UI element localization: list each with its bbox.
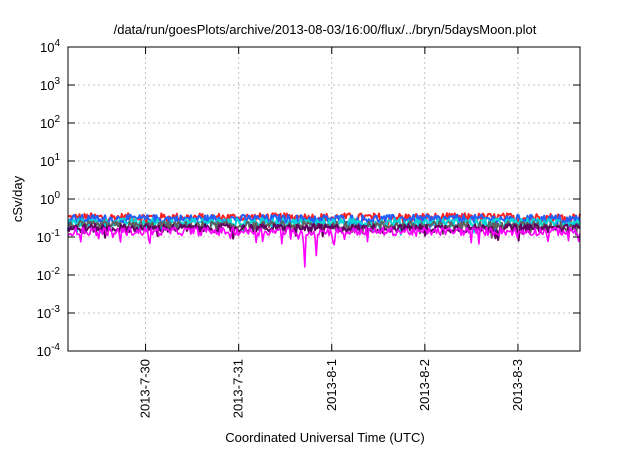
axes: 10-4 10-3 10-2 10-1 100 101 102 103 104 2013-7-30… [37, 38, 580, 418]
x-tick-label: 2013-8-1 [324, 359, 339, 411]
y-tick-label: 103 [40, 76, 60, 93]
y-tick-label: 102 [40, 114, 60, 131]
series-layer [67, 212, 581, 268]
x-tick-label: 2013-8-3 [510, 359, 525, 411]
y-tick-label: 104 [40, 38, 60, 55]
y-tick-label: 10-3 [37, 304, 61, 321]
grid [68, 47, 580, 351]
x-axis-label: Coordinated Universal Time (UTC) [225, 430, 424, 445]
y-tick-label: 10-1 [37, 228, 61, 245]
y-tick-label: 10-4 [37, 342, 61, 359]
y-tick-label: 100 [40, 190, 60, 207]
y-tick-label: 10-2 [37, 266, 61, 283]
series-line-6 [67, 226, 581, 268]
y-tick-label: 101 [40, 152, 60, 169]
chart-title: /data/run/goesPlots/archive/2013-08-03/1… [114, 22, 537, 37]
x-tick-label: 2013-8-2 [417, 359, 432, 411]
y-axis-label: cSv/day [10, 175, 25, 222]
x-tick-label: 2013-7-30 [138, 359, 153, 418]
x-tick-label: 2013-7-31 [231, 359, 246, 418]
